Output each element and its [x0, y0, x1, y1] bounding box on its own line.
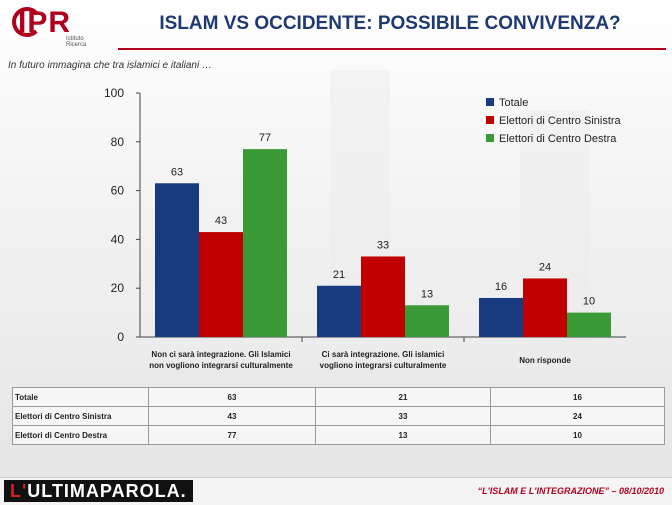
y-tick-label: 40 [111, 232, 125, 246]
category-label: Non ci sarà integrazione. Gli Islamici no… [149, 350, 293, 370]
category-label-line: Ci sarà integrazione. Gli islamici [322, 350, 445, 359]
table-cell: 13 [315, 425, 491, 445]
bar [317, 285, 361, 337]
bar [155, 183, 199, 337]
table-cell: 77 [148, 425, 316, 445]
table-cell: 33 [315, 406, 491, 426]
category-label-line: vogliono integrarsi culturalmente [320, 361, 447, 370]
page-title: ISLAM VS OCCIDENTE: POSSIBILE CONVIVENZA… [159, 13, 621, 34]
ipr-logo: IPR Istituto Ricerca [8, 4, 98, 48]
legend-swatch [486, 116, 494, 124]
y-tick-label: 60 [111, 184, 125, 198]
table-cell: 43 [148, 406, 316, 426]
table-cell: 63 [148, 387, 316, 407]
legend-swatch [486, 98, 494, 106]
data-label: 63 [171, 166, 183, 178]
table-row-label: Elettori di Centro Sinistra [12, 406, 149, 426]
bar [523, 278, 567, 337]
data-label: 33 [377, 239, 389, 251]
chart-subtitle: In futuro immagina che tra islamici e it… [8, 60, 212, 71]
data-label: 10 [583, 296, 595, 308]
data-table: Totale 63 21 16 Elettori di Centro Sinis… [12, 387, 665, 445]
category-label-line: Non risponde [519, 356, 571, 365]
legend: Totale Elettori di Centro Sinistra Elettor… [486, 97, 622, 145]
bar [199, 232, 243, 337]
data-label: 43 [215, 215, 227, 227]
data-label: 16 [495, 281, 507, 293]
footer-caption: “L'ISLAM E L'INTEGRAZIONE” – 08/10/2010 [477, 486, 664, 496]
brand-name: ULTIMAPAROLA. [27, 481, 187, 501]
category-labels: Non ci sarà integrazione. Gli Islamici no… [149, 350, 571, 370]
legend-swatch [486, 134, 494, 142]
table-cell: 10 [490, 425, 665, 445]
category-label-line: non vogliono integrarsi culturalmente [149, 361, 293, 370]
bar [361, 256, 405, 337]
logo-text: IPR [18, 6, 72, 39]
bars-group: 63 43 77 21 33 13 16 24 10 [155, 132, 611, 342]
bar [243, 149, 287, 337]
table-cell: 24 [490, 406, 665, 426]
bar [405, 305, 449, 337]
data-label: 77 [259, 132, 271, 144]
title-divider [118, 48, 666, 50]
category-label: Non risponde [519, 356, 571, 365]
table-row: Totale 63 21 16 [12, 387, 665, 407]
table-row: Elettori di Centro Destra 77 13 10 [12, 425, 665, 445]
bar [479, 297, 523, 337]
legend-label: Elettori di Centro Sinistra [499, 115, 622, 127]
table-row: Elettori di Centro Sinistra 43 33 24 [12, 406, 665, 426]
table-cell: 16 [490, 387, 665, 407]
data-label: 24 [539, 261, 551, 273]
brand-prefix: L' [10, 481, 28, 501]
logo-ring-icon [12, 7, 42, 37]
data-label: 21 [333, 269, 345, 281]
category-label: Ci sarà integrazione. Gli islamici voglio… [320, 350, 447, 370]
logo-subtext: Istituto Ricerca [66, 36, 87, 48]
table-row-label: Totale [12, 387, 149, 407]
data-label: 13 [421, 288, 433, 300]
y-tick-label: 0 [117, 330, 124, 344]
y-tick-label: 20 [111, 281, 125, 295]
legend-label: Elettori di Centro Destra [499, 133, 617, 145]
bar-chart: 0 20 40 60 80 100 63 43 77 21 33 13 16 24 10 Non ci s… [104, 86, 626, 370]
bar [567, 312, 611, 337]
y-tick-label: 100 [104, 86, 124, 100]
category-label-line: Non ci sarà integrazione. Gli Islamici [151, 350, 290, 359]
table-cell: 21 [315, 387, 491, 407]
table-row-label: Elettori di Centro Destra [12, 425, 149, 445]
brand-logo: L'ULTIMAPAROLA. [4, 480, 193, 502]
legend-label: Totale [499, 97, 528, 109]
y-tick-label: 80 [111, 135, 125, 149]
